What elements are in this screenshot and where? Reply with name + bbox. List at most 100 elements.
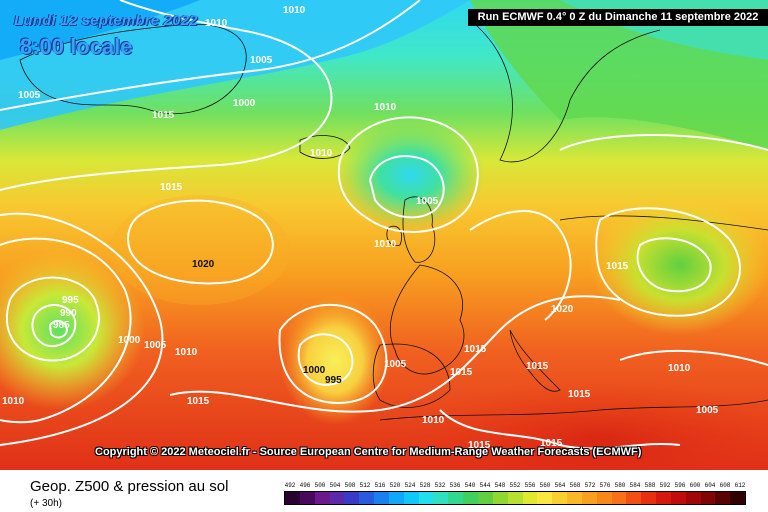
isobar-line xyxy=(127,199,274,285)
model-run-info: Run ECMWF 0.4° 0 Z du Dimanche 11 septem… xyxy=(468,9,768,26)
color-scale-label: 556 xyxy=(524,482,536,489)
color-scale-swatch xyxy=(552,492,568,504)
color-scale-label: 512 xyxy=(359,482,371,489)
eastern-low-blob xyxy=(590,195,768,335)
color-scale-swatch xyxy=(329,492,345,504)
color-scale-label: 600 xyxy=(689,482,701,489)
color-scale-label: 508 xyxy=(344,482,356,489)
isobar-label: 1015 xyxy=(152,110,175,121)
isobar-label: 1000 xyxy=(303,365,326,376)
color-scale-label: 576 xyxy=(599,482,611,489)
isobar-label: 1015 xyxy=(568,389,591,400)
isobar-line xyxy=(439,409,681,450)
color-scale-bar xyxy=(284,491,746,505)
color-scale-swatch xyxy=(670,492,686,504)
color-scale-label: 572 xyxy=(584,482,596,489)
isobar-label: 985 xyxy=(53,320,70,331)
color-scale-swatch xyxy=(715,492,731,504)
isobar-label: 1005 xyxy=(696,405,719,416)
color-scale-swatch xyxy=(641,492,657,504)
color-scale-swatch xyxy=(492,492,508,504)
color-scale-swatch xyxy=(596,492,612,504)
color-scale-swatch xyxy=(626,492,642,504)
isobar-label: 1010 xyxy=(422,415,445,426)
north-africa-outline xyxy=(379,399,768,421)
isobar-label: 1015 xyxy=(187,396,210,407)
color-scale-swatch xyxy=(537,492,553,504)
color-scale-swatch xyxy=(388,492,404,504)
isobar-label: 1015 xyxy=(540,438,563,449)
color-scale-swatch xyxy=(299,492,315,504)
isobar-line xyxy=(169,295,621,413)
isobar-label: 1015 xyxy=(450,367,473,378)
isobar-label: 1005 xyxy=(144,340,167,351)
color-scale-label: 496 xyxy=(299,482,311,489)
color-scale-swatch xyxy=(344,492,360,504)
isobar-line xyxy=(31,304,77,348)
color-scale-swatch xyxy=(656,492,671,504)
forecast-date: Lundi 12 septembre 2022 xyxy=(14,12,198,29)
color-scale-swatch xyxy=(685,492,701,504)
forecast-time: 8:00 locale xyxy=(20,34,133,59)
isobar-label: 1010 xyxy=(175,347,198,358)
isobars xyxy=(0,0,768,449)
ireland-outline xyxy=(386,225,403,247)
color-scale-swatch xyxy=(314,492,330,504)
isobar-line xyxy=(297,333,354,387)
isobar-label: 995 xyxy=(325,375,342,386)
color-scale-label: 588 xyxy=(644,482,656,489)
isobar-label: 1015 xyxy=(526,361,549,372)
color-scale-label: 504 xyxy=(329,482,341,489)
color-scale-swatch xyxy=(359,492,375,504)
isobar-label: 1010 xyxy=(283,5,306,16)
color-scale-swatch xyxy=(507,492,523,504)
isobar-label: 1005 xyxy=(384,359,407,370)
isobar-line xyxy=(48,319,69,339)
isobar-line xyxy=(0,237,132,424)
color-scale-swatch xyxy=(448,492,464,504)
color-scale-label: 532 xyxy=(434,482,446,489)
color-scale-label: 492 xyxy=(284,482,296,489)
north-sea-low-blob xyxy=(335,120,485,230)
cutoff-low-blob xyxy=(280,295,390,425)
color-scale-label: 592 xyxy=(659,482,671,489)
isobar-label: 1005 xyxy=(250,55,273,66)
color-scale-swatch xyxy=(418,492,434,504)
cold-air-core xyxy=(0,0,200,60)
color-scale-swatch xyxy=(477,492,493,504)
atlantic-low-blob xyxy=(0,250,145,410)
isobar-label: 1010 xyxy=(374,102,397,113)
color-scale-label: 604 xyxy=(704,482,716,489)
color-scale-label: 552 xyxy=(509,482,521,489)
isobar-label: 1010 xyxy=(668,363,691,374)
isobar-label: 1015 xyxy=(464,344,487,355)
color-scale-label: 612 xyxy=(734,482,746,489)
isobar-line xyxy=(595,207,741,317)
color-scale-swatch xyxy=(611,492,627,504)
italy-outline xyxy=(509,329,561,392)
color-scale-label: 524 xyxy=(404,482,416,489)
copyright-notice: Copyright © 2022 Meteociel.fr - Source E… xyxy=(95,446,642,458)
color-scale-swatch xyxy=(730,492,746,504)
color-scale-label: 516 xyxy=(374,482,386,489)
isobar-label: 1015 xyxy=(160,182,183,193)
isobar-line xyxy=(636,237,712,293)
isobar-line xyxy=(0,0,421,111)
isobar-label: 1010 xyxy=(310,148,333,159)
map-title: Geop. Z500 & pression au sol xyxy=(30,478,229,495)
france-outline xyxy=(389,264,465,375)
color-scale-swatch xyxy=(700,492,716,504)
isobar-line xyxy=(0,0,333,191)
color-scale-label: 568 xyxy=(569,482,581,489)
color-scale-label: 564 xyxy=(554,482,566,489)
isobar-line xyxy=(559,134,768,151)
isobar-label: 995 xyxy=(62,295,79,306)
isobar-label: 1005 xyxy=(18,90,41,101)
isobar-line xyxy=(5,276,100,362)
scandinavia-outline xyxy=(469,19,661,163)
color-scale-label: 528 xyxy=(419,482,431,489)
isobar-line xyxy=(469,210,572,321)
isobar-label: 1020 xyxy=(551,304,574,315)
isobar-line xyxy=(0,212,164,446)
iberia-outline xyxy=(372,343,451,408)
